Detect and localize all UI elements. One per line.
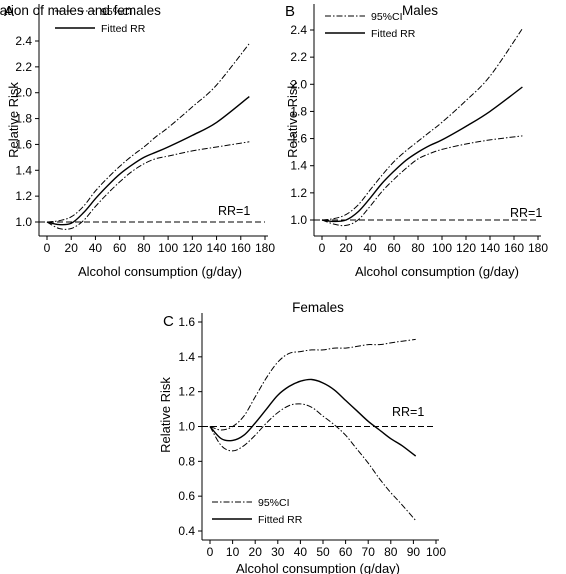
panel-b-x-tick-label: 80 (411, 241, 425, 255)
panel-c-title: Females (292, 300, 344, 315)
panel-b-letter: B (285, 3, 295, 20)
panel-b-y-tick-label: 2.2 (290, 50, 307, 64)
panel-a-y-tick-label: 1.2 (15, 189, 32, 203)
panel-a-y-tick-label: 2.4 (15, 34, 32, 48)
panel-c-ci-line-upper (209, 338, 416, 431)
panel-a-x-tick-label: 20 (65, 241, 79, 255)
panel-a-y-tick-label: 1.6 (15, 137, 32, 151)
panel-c-x-tick-label: 0 (207, 545, 214, 559)
panel-a-y-tick-label: 1.0 (15, 215, 32, 229)
panel-a-x-tick-label: 140 (207, 241, 227, 255)
panel-c-letter: C (163, 313, 174, 330)
panel-b-x-tick-label: 20 (339, 241, 353, 255)
panel-c-x-tick-label: 50 (316, 545, 330, 559)
panel-c-x-tick-label: 10 (226, 545, 240, 559)
panel-a-x-tick-label: 120 (182, 241, 202, 255)
panel-c-x-tick-label: 100 (426, 545, 446, 559)
panel-b-y-axis-label: Relative Risk (285, 82, 300, 158)
panel-a-y-tick-label: 2.2 (15, 60, 32, 74)
panel-b-x-tick-label: 140 (480, 241, 500, 255)
panel-a-x-tick-label: 180 (255, 241, 275, 255)
panel-a-fitted-rr-line (46, 96, 250, 226)
panel-c-y-tick-label: 1.4 (178, 350, 195, 364)
panel-a-y-tick-label: 1.4 (15, 163, 32, 177)
panel-b-x-tick-label: 60 (387, 241, 401, 255)
panel-b-x-axis-label: Alcohol consumption (g/day) (355, 264, 519, 279)
panel-c-y-tick-label: 0.6 (178, 489, 195, 503)
panel-c-y-tick-label: 1.0 (178, 420, 195, 434)
panel-c-x-tick-label: 40 (294, 545, 308, 559)
panel-c-ci-line-lower (209, 403, 417, 521)
panel-b-legend-label: Fitted RR (371, 28, 416, 40)
panel-b-ci-line-lower (321, 135, 523, 227)
panel-b-y-tick-label: 2.0 (290, 77, 307, 91)
panel-c-legend-label: Fitted RR (258, 514, 303, 526)
panel-b-x-tick-label: 180 (528, 241, 548, 255)
panel-c-x-tick-label: 60 (339, 545, 353, 559)
panel-c-y-tick-label: 0.8 (178, 454, 195, 468)
panel-b-y-tick-label: 1.0 (290, 213, 307, 227)
panel-c-legend-label: 95%CI (258, 497, 290, 509)
panel-a-x-tick-label: 0 (44, 241, 51, 255)
panel-b-y-tick-label: 1.8 (290, 104, 307, 118)
panel-c-y-tick-label: 0.4 (178, 524, 195, 538)
panel-b-x-tick-label: 0 (319, 241, 326, 255)
panel-a-reference-label: RR=1 (218, 204, 250, 218)
panel-a-x-tick-label: 160 (231, 241, 251, 255)
panel-a-ci-line-upper (46, 43, 250, 223)
panel-c-x-axis-label: Alcohol consumption (g/day) (236, 561, 400, 574)
panel-c-x-tick-label: 30 (271, 545, 285, 559)
panel-c-y-tick-label: 1.6 (178, 315, 195, 329)
panel-b-y-tick-label: 1.4 (290, 159, 307, 173)
panel-b-x-tick-label: 40 (363, 241, 377, 255)
panel-a-legend-label: 95%CI (101, 6, 133, 18)
panel-b-legend-label: 95%CI (371, 11, 403, 23)
panel-b-reference-label: RR=1 (510, 206, 542, 220)
panel-a-y-tick-label: 2.0 (15, 86, 32, 100)
panel-a-x-tick-label: 60 (113, 241, 127, 255)
panel-a-y-tick-label: 1.8 (15, 112, 32, 126)
panel-c-x-tick-label: 90 (407, 545, 421, 559)
panel-c-x-tick-label: 80 (384, 545, 398, 559)
panel-b-y-tick-label: 2.4 (290, 23, 307, 37)
panel-a-x-tick-label: 80 (137, 241, 151, 255)
panel-c-y-axis-label: Relative Risk (158, 377, 173, 453)
panel-a-x-tick-label: 100 (158, 241, 178, 255)
panel-a-letter: A (4, 3, 14, 20)
panel-c-fitted-rr-line (209, 378, 417, 457)
panel-a-y-axis-label: Relative Risk (6, 82, 21, 158)
panel-b-fitted-rr-line (321, 86, 523, 223)
panel-b-y-tick-label: 1.6 (290, 132, 307, 146)
panel-b-x-tick-label: 160 (504, 241, 524, 255)
panel-c-x-tick-label: 20 (249, 545, 263, 559)
panel-a-x-axis-label: Alcohol consumption (g/day) (78, 264, 242, 279)
panel-b-title: Males (402, 3, 438, 18)
panel-c-reference-label: RR=1 (392, 405, 424, 419)
panel-b-x-tick-label: 100 (432, 241, 452, 255)
panel-b-x-tick-label: 120 (456, 241, 476, 255)
panel-a-ci-line-lower (46, 141, 250, 230)
panel-a-legend-label: Fitted RR (101, 23, 146, 35)
panel-b-y-tick-label: 1.2 (290, 186, 307, 200)
panel-b-ci-line-upper (321, 28, 523, 221)
panel-c-y-tick-label: 1.2 (178, 385, 195, 399)
panel-a-x-tick-label: 40 (89, 241, 103, 255)
panel-c-x-tick-label: 70 (362, 545, 376, 559)
